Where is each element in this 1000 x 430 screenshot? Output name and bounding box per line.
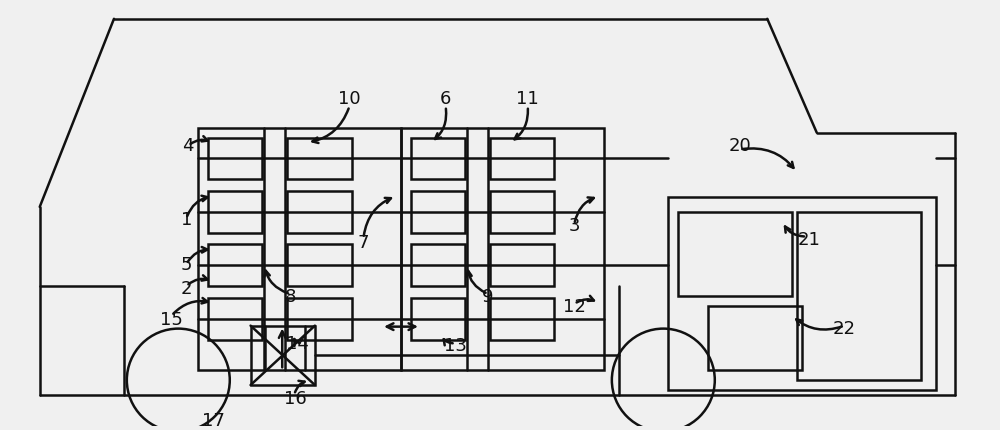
Text: 15: 15 [160, 310, 183, 328]
Text: 8: 8 [284, 287, 296, 305]
Bar [198, 129, 401, 370]
Text: 22: 22 [833, 319, 856, 337]
Bar [251, 326, 315, 385]
Bar [287, 192, 352, 233]
Bar [411, 192, 465, 233]
Text: 21: 21 [797, 230, 820, 248]
Bar [287, 138, 352, 180]
Bar [208, 138, 262, 180]
Bar [411, 138, 465, 180]
Text: 12: 12 [563, 297, 586, 315]
Text: 17: 17 [202, 411, 224, 429]
Bar [208, 192, 262, 233]
Text: 9: 9 [482, 287, 494, 305]
Text: 6: 6 [440, 90, 451, 108]
Bar [708, 306, 802, 370]
Text: 5: 5 [180, 256, 192, 273]
Bar [490, 192, 554, 233]
Text: 14: 14 [286, 335, 309, 353]
Bar [490, 138, 554, 180]
Text: 3: 3 [568, 216, 580, 234]
Bar [490, 245, 554, 286]
Bar [678, 212, 792, 296]
Text: 2: 2 [180, 280, 192, 297]
Text: 10: 10 [338, 90, 361, 108]
Text: 1: 1 [181, 210, 192, 228]
Text: 4: 4 [182, 137, 194, 155]
Bar [411, 245, 465, 286]
Bar [287, 298, 352, 340]
Bar [208, 298, 262, 340]
Bar [401, 129, 604, 370]
Bar [287, 245, 352, 286]
Text: 7: 7 [358, 233, 369, 251]
Bar [668, 197, 936, 390]
Text: 16: 16 [284, 389, 306, 407]
Bar [411, 298, 465, 340]
Text: 20: 20 [728, 137, 751, 155]
Bar [208, 245, 262, 286]
Bar [490, 298, 554, 340]
Text: 11: 11 [516, 90, 539, 108]
Text: 13: 13 [444, 337, 467, 355]
Bar [797, 212, 921, 380]
